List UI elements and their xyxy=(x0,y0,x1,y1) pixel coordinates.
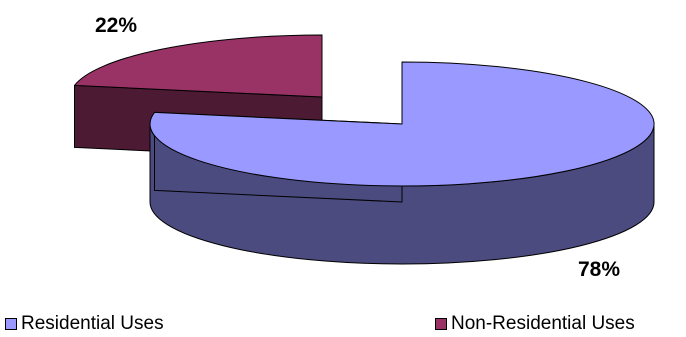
slice-non-residential xyxy=(74,34,323,98)
slices-layer xyxy=(74,34,655,265)
legend-item-residential: Residential Uses xyxy=(5,313,164,335)
legend-swatch-non-residential xyxy=(435,318,447,330)
legend-item-non-residential: Non-Residential Uses xyxy=(435,313,635,335)
legend-swatch-residential xyxy=(5,318,17,330)
legend-label-non-residential: Non-Residential Uses xyxy=(451,313,635,334)
data-label-residential: 78% xyxy=(578,258,620,281)
legend-label-residential: Residential Uses xyxy=(21,313,164,334)
slice-residential xyxy=(149,61,655,187)
data-label-non-residential: 22% xyxy=(95,14,137,37)
